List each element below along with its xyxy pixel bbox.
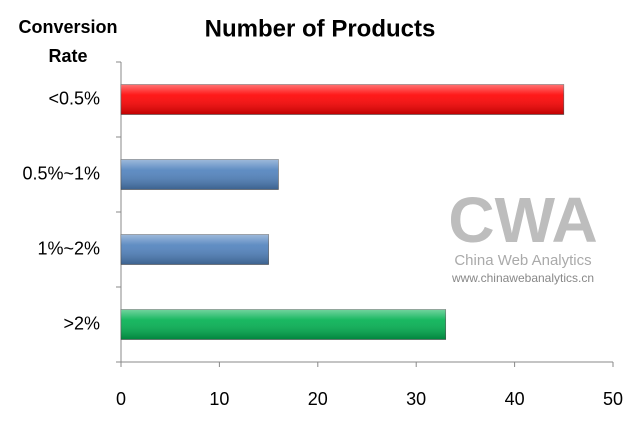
x-tick-label: 40 [505, 389, 525, 409]
y-axis-label: Conversion [18, 17, 117, 37]
bar [120, 309, 447, 340]
x-tick-label: 20 [308, 389, 328, 409]
watermark-url: www.chinawebanalytics.cn [451, 271, 594, 285]
y-tick-label: 0.5%~1% [22, 163, 100, 183]
x-tick-label: 50 [603, 389, 623, 409]
x-tick-label: 30 [406, 389, 426, 409]
bar [120, 159, 279, 190]
x-tick-label: 10 [209, 389, 229, 409]
watermark-name: China Web Analytics [454, 252, 591, 269]
y-tick-label: <0.5% [48, 88, 100, 108]
x-tick-label: 0 [116, 389, 126, 409]
y-tick-label: 1%~2% [37, 238, 100, 258]
chart-title: Number of Products [205, 15, 436, 42]
y-axis-label: Rate [48, 46, 87, 66]
y-tick-label: >2% [63, 313, 100, 333]
bar [120, 84, 565, 115]
bar [120, 234, 269, 265]
watermark-logo: CWA [448, 184, 597, 256]
